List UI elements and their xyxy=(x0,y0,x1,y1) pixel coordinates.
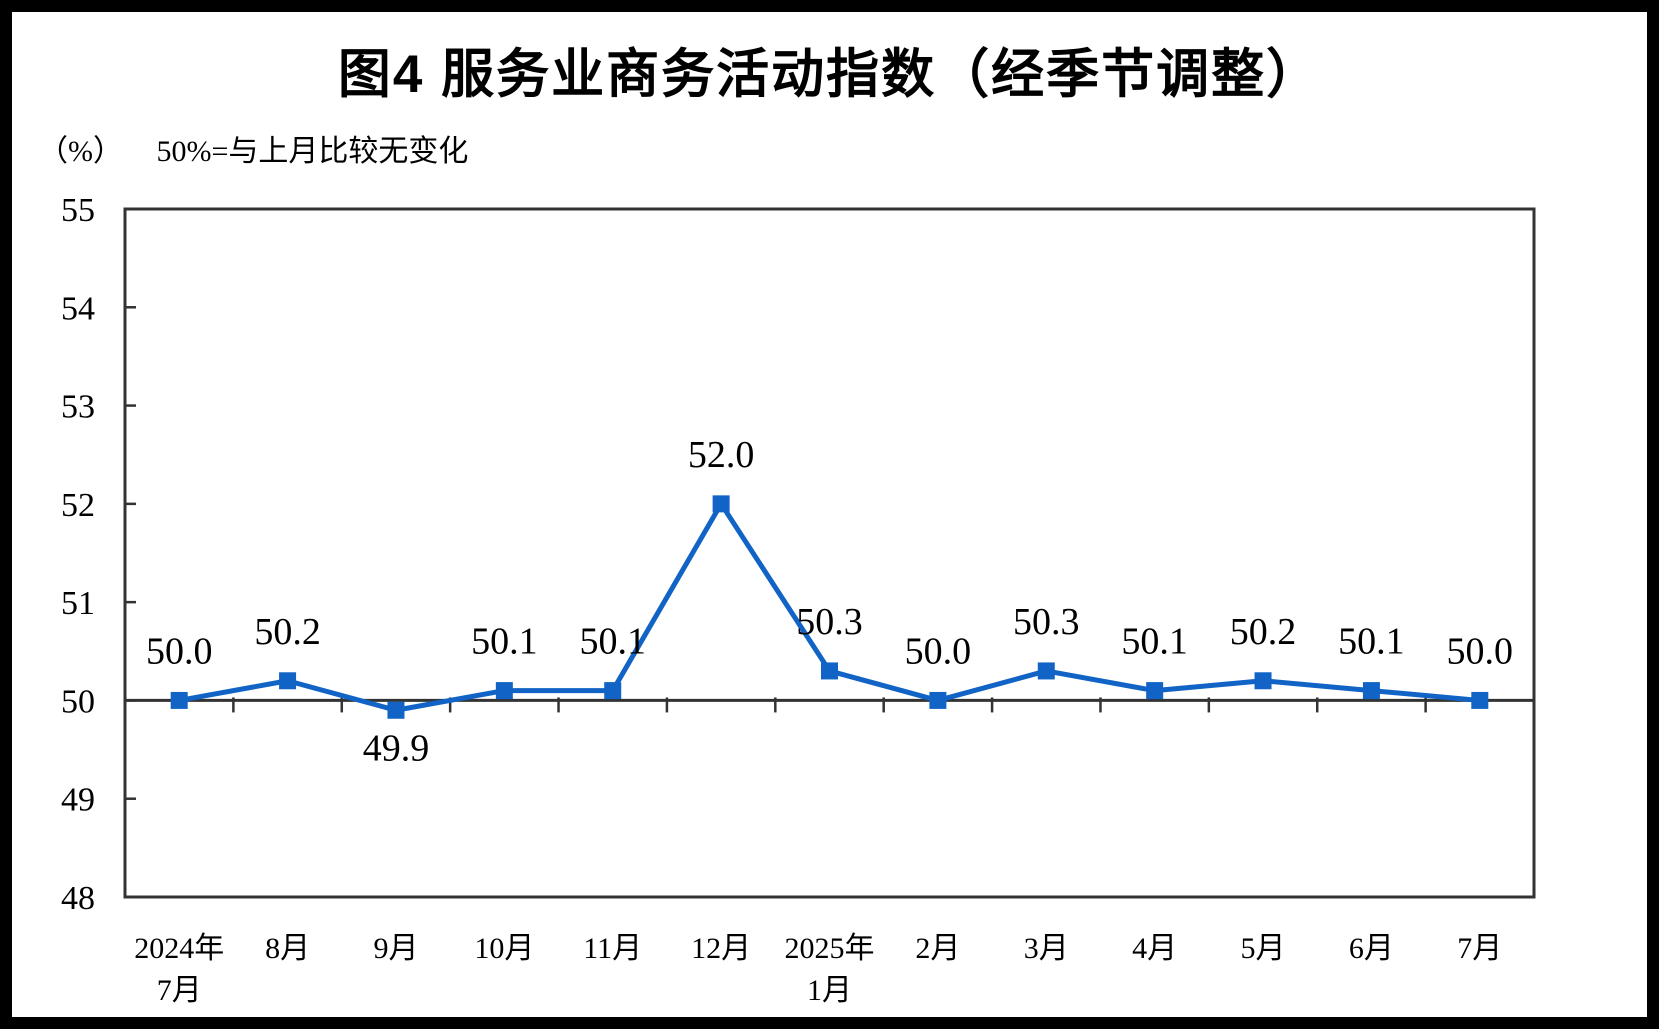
y-axis-label: 54 xyxy=(61,290,95,327)
x-axis-label: 5月 xyxy=(1241,932,1286,965)
data-point-marker xyxy=(170,691,188,709)
data-point-marker xyxy=(1146,682,1164,700)
y-axis-label: 50 xyxy=(61,683,95,720)
data-label: 52.0 xyxy=(688,434,755,476)
data-point-marker xyxy=(495,682,513,700)
data-label: 50.0 xyxy=(146,630,213,672)
x-axis-label: 10月 xyxy=(474,932,534,965)
y-axis-label: 48 xyxy=(61,880,95,917)
x-axis-label: 12月 xyxy=(691,932,751,965)
data-point-marker xyxy=(1254,672,1272,690)
plot-frame xyxy=(123,207,1536,899)
data-point-marker xyxy=(604,682,622,700)
x-axis-label: 2月 xyxy=(915,932,960,965)
y-axis-label: 53 xyxy=(61,389,95,426)
data-label: 50.3 xyxy=(1013,601,1080,643)
y-axis-label: 55 xyxy=(61,192,95,229)
chart-title: 图4 服务业商务活动指数（经季节调整） xyxy=(337,45,1322,104)
data-point-marker xyxy=(1037,662,1055,680)
data-label: 50.3 xyxy=(796,601,863,643)
data-label: 50.1 xyxy=(471,621,538,663)
data-point-marker xyxy=(387,701,405,719)
data-point-marker xyxy=(821,662,838,680)
reference-note-label: 50%=与上月比较无变化 xyxy=(156,135,469,168)
data-point-marker xyxy=(929,691,947,709)
data-label: 50.1 xyxy=(579,621,646,663)
y-axis-label: 49 xyxy=(61,782,95,819)
x-axis-label: 3月 xyxy=(1024,932,1069,965)
data-label: 50.2 xyxy=(1230,611,1297,653)
x-axis-label: 1月 xyxy=(807,974,852,1007)
data-point-marker xyxy=(1362,682,1380,700)
x-axis-label: 9月 xyxy=(373,932,418,965)
x-axis-label: 2024年 xyxy=(134,932,224,965)
x-axis-label: 7月 xyxy=(157,974,202,1007)
line-chart: 48 49 50 51 52 53 54 55 50.0 50.2 49.9 50.1 50.1 52.0… xyxy=(61,192,1536,1007)
x-axis-label: 7月 xyxy=(1457,932,1502,965)
y-axis-unit-label: （%） xyxy=(38,135,123,168)
x-axis-label: 11月 xyxy=(583,932,642,965)
x-axis-label: 8月 xyxy=(265,932,310,965)
data-point-marker xyxy=(712,495,730,513)
chart-subtitle-row: （%） 50%=与上月比较无变化 xyxy=(38,126,468,170)
y-axis-label: 52 xyxy=(61,487,95,524)
y-axis-label: 51 xyxy=(61,585,95,622)
data-label: 49.9 xyxy=(363,727,430,769)
data-label: 50.0 xyxy=(1447,630,1514,672)
data-point-marker xyxy=(279,672,297,690)
data-label: 50.1 xyxy=(1121,621,1188,663)
x-axis-label: 4月 xyxy=(1132,932,1177,965)
data-label: 50.2 xyxy=(254,611,321,653)
data-label: 50.1 xyxy=(1338,621,1405,663)
x-axis-label: 2025年 xyxy=(785,932,875,965)
x-axis-label: 6月 xyxy=(1349,932,1394,965)
data-point-marker xyxy=(1471,691,1489,709)
data-label: 50.0 xyxy=(905,630,972,672)
